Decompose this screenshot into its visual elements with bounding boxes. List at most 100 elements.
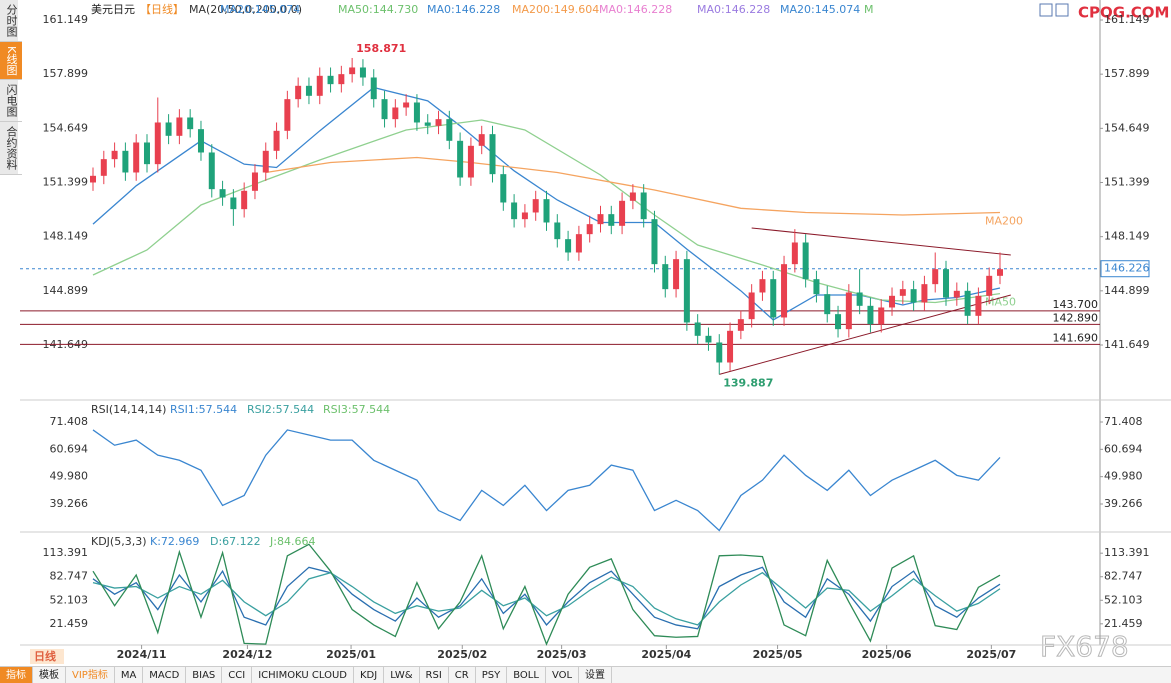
level-label: 142.890 <box>1053 311 1099 324</box>
toolbar-item[interactable]: PSY <box>476 667 508 683</box>
y-tick-label: 144.899 <box>43 284 89 297</box>
toolbar-item[interactable]: 模板 <box>33 667 66 683</box>
candle-body <box>392 107 399 120</box>
candle-body <box>943 269 950 298</box>
candle-body <box>565 239 572 253</box>
watermark: FX678 <box>1040 630 1129 663</box>
y-tick-label: 71.408 <box>50 415 89 428</box>
legend-item: K:72.969 <box>150 535 199 548</box>
candle-body <box>133 142 140 173</box>
toolbar-item[interactable]: CR <box>449 667 476 683</box>
candle-body <box>878 307 885 325</box>
level-label: 141.690 <box>1053 331 1099 344</box>
x-tick-label: 2025/03 <box>537 648 587 661</box>
toolbar-item[interactable]: BIAS <box>186 667 223 683</box>
candle-body <box>770 279 777 318</box>
candle-body <box>349 67 356 75</box>
candle-body <box>143 142 150 165</box>
candle-body <box>532 199 539 213</box>
candle-body <box>467 145 474 178</box>
series-line <box>92 566 1001 630</box>
candle-body <box>90 175 96 183</box>
icon[interactable] <box>1039 3 1053 17</box>
toolbar-item[interactable]: RSI <box>420 667 449 683</box>
y-tick-label: 21.459 <box>50 617 89 630</box>
y-tick-label: 113.391 <box>43 546 89 559</box>
toolbar-item[interactable]: MA <box>115 667 144 683</box>
toolbar-item[interactable]: CCI <box>222 667 253 683</box>
y-tick-label: 39.266 <box>50 497 89 510</box>
toolbar-item[interactable]: 指标 <box>0 667 33 683</box>
legend-item: KDJ(5,3,3) <box>91 535 147 548</box>
legend-item: MA50:144.730 <box>338 3 418 16</box>
y-tick-label: 154.649 <box>1104 121 1150 134</box>
toolbar-item[interactable]: VIP指标 <box>66 667 115 683</box>
candle-body <box>651 219 658 265</box>
candle-body <box>359 67 366 78</box>
candle-body <box>662 264 669 290</box>
toolbar-item[interactable]: ICHIMOKU CLOUD <box>252 667 354 683</box>
candle-body <box>608 214 615 226</box>
candle-body <box>597 214 604 225</box>
y-tick-label: 49.980 <box>50 470 89 483</box>
legend-item: MA(20,50,0,200,0,0) <box>189 3 302 16</box>
icon[interactable] <box>1055 3 1069 17</box>
candle-body <box>338 74 345 85</box>
candle-body <box>997 269 1003 276</box>
x-tick-label: 2025/07 <box>966 648 1016 661</box>
toolbar-item[interactable]: MACD <box>143 667 187 683</box>
x-tick-label: 2025/02 <box>437 648 487 661</box>
legend-item: MA20:145.074 <box>780 3 860 16</box>
candle-body <box>554 222 561 240</box>
toolbar-item[interactable]: VOL <box>546 667 580 683</box>
candle-body <box>284 99 291 131</box>
y-tick-label: 144.899 <box>1104 284 1150 297</box>
candle-body <box>835 314 842 330</box>
toolbar-item[interactable]: LW& <box>384 667 420 683</box>
legend-item: 美元日元 <box>91 3 135 16</box>
candle-body <box>619 200 626 226</box>
y-tick-label: 52.103 <box>50 593 89 606</box>
candle-body <box>986 275 993 296</box>
period-bg <box>30 649 64 664</box>
candle-body <box>316 75 323 96</box>
candle-body <box>424 122 431 126</box>
candle-body <box>899 289 906 296</box>
last-price-box <box>1100 260 1150 278</box>
candle-body <box>673 259 680 290</box>
candle-body <box>575 234 582 253</box>
y-tick-label: 21.459 <box>1104 617 1143 630</box>
candle-body <box>813 279 820 295</box>
candle-body <box>208 152 215 190</box>
toolbar-item[interactable]: KDJ <box>354 667 385 683</box>
candle-body <box>889 295 896 308</box>
candle-body <box>327 75 334 85</box>
y-tick-label: 161.149 <box>1104 13 1150 26</box>
y-tick-label: 161.149 <box>43 13 89 26</box>
sidebar-tab[interactable]: 闪电图 <box>0 80 22 123</box>
candle-body <box>457 140 464 178</box>
trendline <box>719 294 1011 375</box>
candle-body <box>230 197 237 210</box>
sidebar-tab[interactable]: K线图 <box>0 42 22 81</box>
candle-body <box>705 335 712 343</box>
series-label: MA50 <box>985 296 1016 309</box>
series-line <box>265 156 1001 216</box>
chart: CPQG.COM FX678 日线 美元日元 【日线】 MA(20,50,0,200… <box>20 0 1171 664</box>
candle-body <box>910 289 917 303</box>
period[interactable]: 日线 <box>34 649 56 663</box>
candle-body <box>921 284 928 303</box>
candle-body <box>489 134 496 175</box>
legend-item: MA0:146.228 <box>697 3 770 16</box>
y-tick-label: 71.408 <box>1104 415 1143 428</box>
y-tick-label: 151.399 <box>1104 176 1150 189</box>
sidebar-tab[interactable]: 合约资料 <box>0 122 22 176</box>
candle-body <box>932 269 939 285</box>
x-tick-label: 2025/06 <box>862 648 912 661</box>
toolbar-item[interactable]: 设置 <box>579 667 613 683</box>
y-tick-label: 141.649 <box>1104 338 1150 351</box>
toolbar-item[interactable]: BOLL <box>507 667 546 683</box>
candle-body <box>435 119 442 126</box>
sidebar-tab[interactable]: 分时图 <box>0 0 22 42</box>
candle-body <box>478 134 485 146</box>
